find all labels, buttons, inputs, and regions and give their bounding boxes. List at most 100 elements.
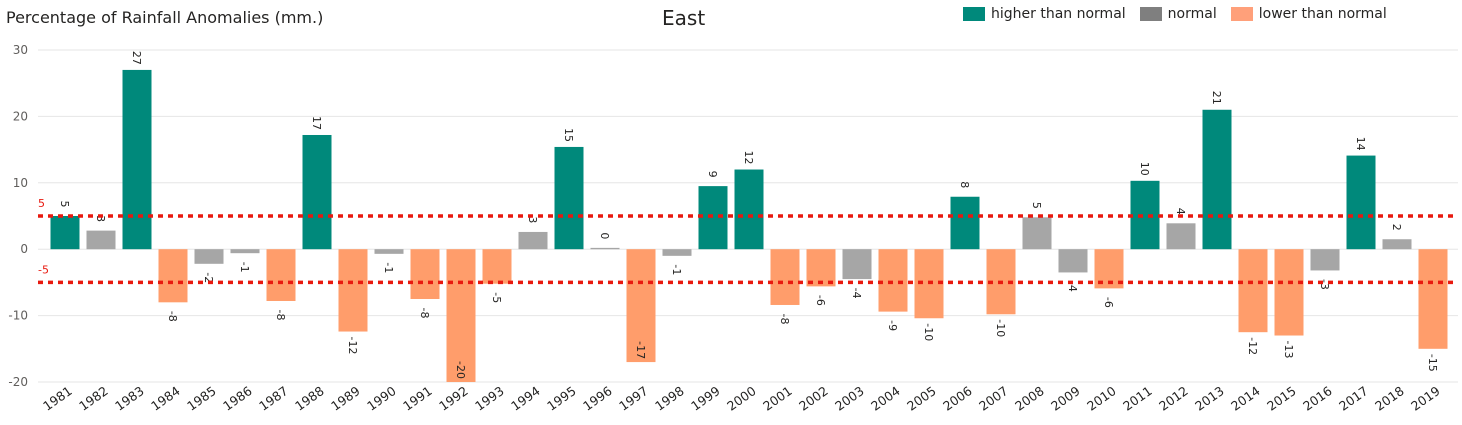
x-tick-label: 1999 [688,383,723,414]
bar-1984 [158,249,188,303]
data-label: 15 [562,128,575,142]
data-label: -6 [814,295,827,306]
bar-2013 [1202,109,1232,250]
x-tick-label: 1998 [652,383,687,414]
x-tick-label: 2000 [724,383,759,414]
legend-label-low: lower than normal [1258,6,1387,22]
bar-2012 [1166,223,1196,250]
data-label: -2 [202,272,215,283]
x-tick-label: 2010 [1084,383,1119,414]
y-tick-label: -20 [8,375,28,389]
x-tick-label: 2004 [868,383,903,414]
data-label: -5 [490,292,503,303]
y-tick-label: 0 [20,242,28,256]
bar-1992 [446,249,476,382]
x-tick-label: 1993 [472,383,507,414]
bar-1995 [554,146,584,250]
data-label: 5 [58,201,71,208]
data-label: -8 [778,313,791,324]
bar-2015 [1274,249,1304,336]
data-label: -1 [382,262,395,273]
bar-2018 [1382,239,1412,250]
bar-1993 [482,249,512,284]
x-tick-label: 1983 [112,383,147,414]
data-label: -20 [454,361,467,379]
x-tick-label: 1996 [580,383,615,414]
x-tick-label: 1994 [508,383,543,414]
legend-swatch-normal [1139,7,1162,21]
x-tick-label: 2001 [760,383,795,414]
x-tick-label: 2015 [1264,383,1299,414]
x-tick-label: 2002 [796,383,831,414]
legend-item-low[interactable]: lower than normal [1230,6,1387,22]
legend-item-high[interactable]: higher than normal [963,6,1126,22]
x-tick-label: 2011 [1120,383,1155,414]
legend-label-normal: normal [1167,6,1217,22]
x-tick-label: 1982 [76,383,111,414]
data-label: -8 [274,310,287,321]
x-tick-label: 1981 [40,383,75,414]
legend-item-normal[interactable]: normal [1139,6,1217,22]
data-label: -15 [1426,354,1439,372]
data-label: -1 [238,262,251,273]
x-tick-label: 2013 [1192,383,1227,414]
data-label: 21 [1210,91,1223,105]
y-tick-label: 30 [13,43,28,57]
x-tick-label: 1985 [184,383,219,414]
data-label: -12 [346,337,359,355]
data-label: -3 [1318,279,1331,290]
legend-swatch-high [963,7,985,21]
data-label: 3 [526,216,539,223]
bar-1982 [86,230,116,250]
chart-title: East [662,6,706,30]
data-label: 10 [1138,162,1151,176]
x-tick-label: 1989 [328,383,363,414]
x-tick-label: 2016 [1300,383,1335,414]
data-label: -9 [886,320,899,331]
data-label: 8 [958,181,971,188]
data-label: -12 [1246,337,1259,355]
data-label: -8 [418,308,431,319]
data-label: -6 [1102,297,1115,308]
y-axis-title: Percentage of Rainfall Anomalies (mm.) [6,8,324,27]
data-label: 12 [742,151,755,165]
x-tick-label: 1991 [400,383,435,414]
legend-label-high: higher than normal [991,6,1126,22]
x-tick-label: 2017 [1336,383,1371,414]
bar-2017 [1346,155,1376,250]
bar-1986 [230,249,260,254]
data-label: -4 [1066,281,1079,292]
bar-1988 [302,134,332,250]
x-tick-label: 1986 [220,383,255,414]
x-tick-label: 2006 [940,383,975,414]
x-tick-label: 2009 [1048,383,1083,414]
bar-2002 [806,249,836,287]
bar-2000 [734,169,764,250]
data-label: -10 [922,323,935,341]
bar-1989 [338,249,368,332]
bar-1997 [626,249,656,363]
x-tick-label: 2003 [832,383,867,414]
data-label: -1 [670,264,683,275]
data-label: 9 [706,171,719,178]
x-tick-label: 1987 [256,383,291,414]
data-label: 5 [1030,202,1043,209]
bar-1981 [50,216,80,250]
reference-line-label: 5 [38,197,45,210]
bar-2004 [878,249,908,312]
bar-2006 [950,196,980,250]
data-label: -8 [166,311,179,322]
x-tick-label: 1992 [436,383,471,414]
bar-1994 [518,231,548,250]
legend-swatch-low [1230,7,1253,21]
data-label: -17 [634,341,647,359]
data-label: 4 [1174,208,1187,215]
x-tick-label: 2008 [1012,383,1047,414]
x-tick-label: 2012 [1156,383,1191,414]
data-label: 17 [310,116,323,130]
data-label: 27 [130,51,143,65]
x-tick-label: 1990 [364,383,399,414]
bar-1985 [194,249,224,264]
x-tick-label: 1988 [292,383,327,414]
x-tick-label: 2007 [976,383,1011,414]
